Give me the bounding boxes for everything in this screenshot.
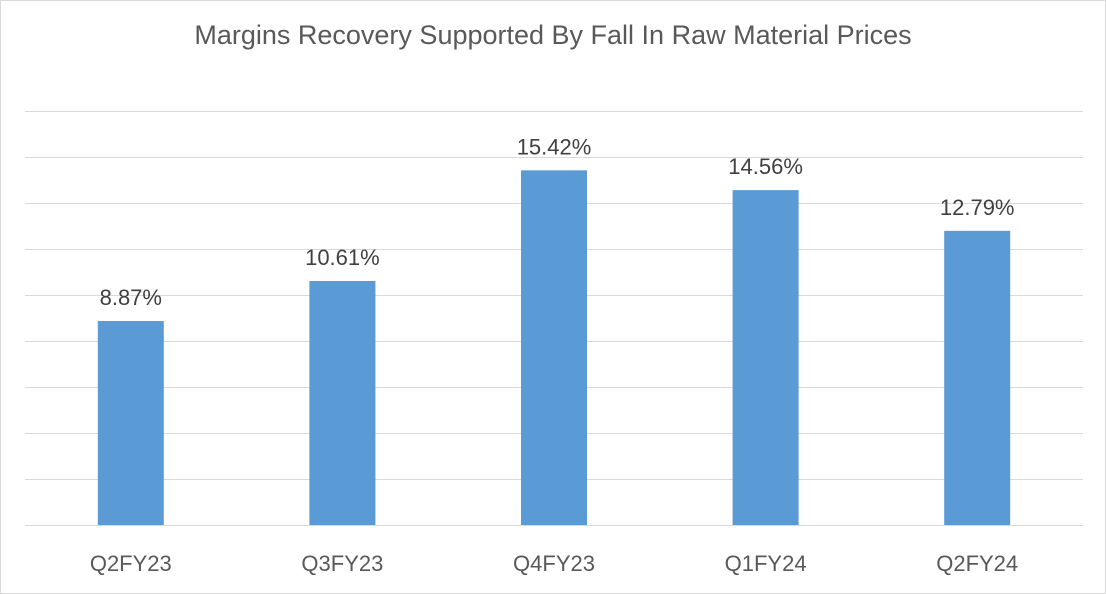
x-tick-label-q4fy23: Q4FY23 bbox=[513, 551, 595, 576]
x-tick-label-q3fy23: Q3FY23 bbox=[301, 551, 383, 576]
bar-q1fy24 bbox=[732, 190, 799, 525]
bar-q3fy23 bbox=[309, 280, 376, 525]
x-tick-label-q1fy24: Q1FY24 bbox=[725, 551, 807, 576]
chart-title: Margins Recovery Supported By Fall In Ra… bbox=[194, 20, 912, 50]
x-tick-label-q2fy23: Q2FY23 bbox=[90, 551, 172, 576]
data-label-q1fy24: 14.56% bbox=[728, 154, 803, 179]
bar-q2fy23 bbox=[97, 320, 164, 525]
data-label-q2fy24: 12.79% bbox=[940, 195, 1015, 220]
data-label-q3fy23: 10.61% bbox=[305, 245, 380, 270]
data-labels: 8.87% 10.61% 15.42% 14.56% 12.79% bbox=[100, 134, 1015, 310]
data-label-q2fy23: 8.87% bbox=[100, 285, 162, 310]
bar-q4fy23 bbox=[521, 170, 587, 525]
bar-q2fy24 bbox=[944, 230, 1011, 525]
x-axis-ticks: Q2FY23 Q3FY23 Q4FY23 Q1FY24 Q2FY24 bbox=[90, 551, 1018, 576]
data-label-q4fy23: 15.42% bbox=[517, 134, 592, 159]
bars bbox=[97, 170, 1011, 525]
x-tick-label-q2fy24: Q2FY24 bbox=[936, 551, 1018, 576]
